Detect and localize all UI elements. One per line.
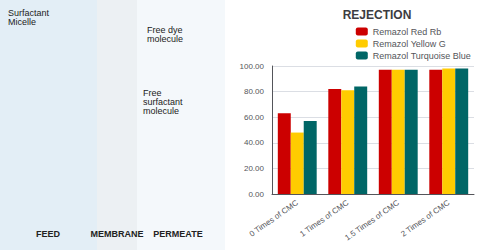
svg-text:Remazol Turquoise Blue: Remazol Turquoise Blue (373, 51, 471, 61)
svg-text:PERMEATE: PERMEATE (153, 229, 202, 239)
svg-text:60.00: 60.00 (244, 113, 265, 122)
svg-text:FEED: FEED (36, 229, 61, 239)
svg-text:molecule: molecule (143, 106, 179, 116)
svg-text:Remazol Yellow G: Remazol Yellow G (373, 39, 446, 49)
svg-text:0.00: 0.00 (248, 190, 264, 199)
svg-text:MEMBRANE: MEMBRANE (91, 229, 144, 239)
svg-text:Free dye: Free dye (147, 24, 183, 35)
svg-text:REJECTION: REJECTION (343, 8, 412, 22)
svg-text:2 Times of CMC: 2 Times of CMC (399, 198, 451, 238)
svg-text:Micelle: Micelle (8, 17, 36, 27)
svg-text:20.00: 20.00 (244, 164, 265, 173)
svg-text:40.00: 40.00 (244, 138, 265, 147)
svg-text:surfactant: surfactant (143, 96, 183, 107)
svg-text:Free: Free (143, 87, 162, 98)
svg-text:molecule: molecule (147, 34, 183, 44)
svg-text:1 Times of CMC: 1 Times of CMC (298, 198, 350, 238)
svg-text:Surfactant: Surfactant (8, 7, 49, 18)
svg-text:0 Times of CMC: 0 Times of CMC (248, 198, 300, 238)
svg-text:1.5 Times of CMC: 1.5 Times of CMC (343, 198, 401, 242)
svg-text:100.00: 100.00 (240, 62, 265, 71)
svg-text:80.00: 80.00 (244, 87, 265, 96)
svg-text:Remazol Red Rb: Remazol Red Rb (373, 27, 442, 37)
